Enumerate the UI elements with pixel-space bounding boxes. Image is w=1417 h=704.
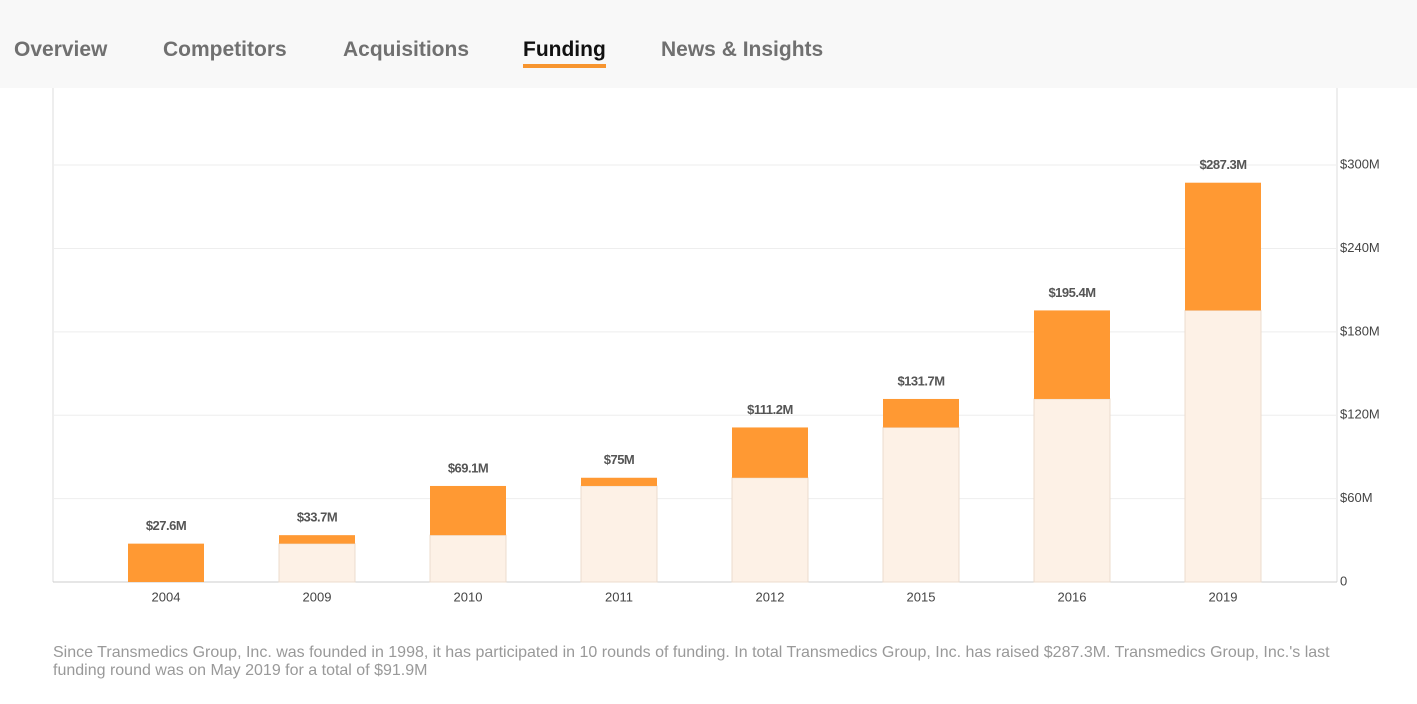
data-label: $33.7M — [297, 510, 337, 525]
bar-segment — [581, 477, 657, 486]
y-tick-label: $300M — [1340, 156, 1380, 171]
tab-bar: Overview Competitors Acquisitions Fundin… — [0, 0, 1417, 88]
panel: 0 $60M $120M $180M $240M $300M $27.6M 2004 $33.7… — [0, 88, 1417, 704]
x-tick-label: 2019 — [1209, 589, 1238, 604]
bar-segment — [278, 543, 356, 583]
bar-segment — [732, 427, 808, 478]
bar-segment — [883, 398, 959, 428]
tab-active[interactable]: Funding — [523, 38, 606, 68]
data-label: $69.1M — [448, 460, 488, 475]
x-tick-label: 2009 — [303, 589, 332, 604]
bar-segment — [580, 485, 658, 583]
y-tick-label: $180M — [1340, 323, 1380, 338]
bar-segment — [1184, 309, 1262, 583]
footer-text: Since Transmedics Group, Inc. was founde… — [53, 644, 1330, 679]
x-tick-label: 2016 — [1058, 589, 1087, 604]
bar-segment — [429, 534, 507, 583]
data-label: $111.2M — [747, 402, 793, 417]
y-tick-label: $60M — [1340, 490, 1373, 505]
bar-segment — [1185, 182, 1261, 311]
x-tick-label: 2011 — [605, 589, 633, 604]
data-label: $27.6M — [146, 518, 186, 533]
tab[interactable]: Competitors — [163, 38, 287, 61]
x-tick-label: 2015 — [907, 589, 936, 604]
x-tick-label: 2012 — [756, 589, 785, 604]
y-tick-label: $240M — [1340, 240, 1380, 255]
x-tick-label: 2010 — [454, 589, 483, 604]
bar-segment — [1034, 310, 1110, 399]
bar-segment — [279, 535, 355, 544]
tab[interactable]: Acquisitions — [343, 38, 470, 61]
bar-segment — [882, 426, 960, 583]
data-label: $195.4M — [1048, 285, 1095, 300]
bar-segment — [731, 477, 809, 583]
bar-segment — [1033, 398, 1111, 583]
data-label: $75M — [604, 452, 635, 467]
y-tick-label: 0 — [1340, 573, 1347, 588]
data-label: $131.7M — [897, 373, 944, 388]
tab[interactable]: News & Insights — [661, 38, 824, 61]
chart: 0 $60M $120M $180M $240M $300M $27.6M 2004 $33.7… — [52, 88, 1380, 604]
y-tick-label: $120M — [1340, 407, 1380, 422]
x-tick-label: 2004 — [152, 589, 181, 604]
tab[interactable]: Overview — [14, 38, 108, 61]
bar-segment — [128, 543, 204, 582]
bar-segment — [430, 485, 506, 536]
data-label: $287.3M — [1199, 157, 1246, 172]
